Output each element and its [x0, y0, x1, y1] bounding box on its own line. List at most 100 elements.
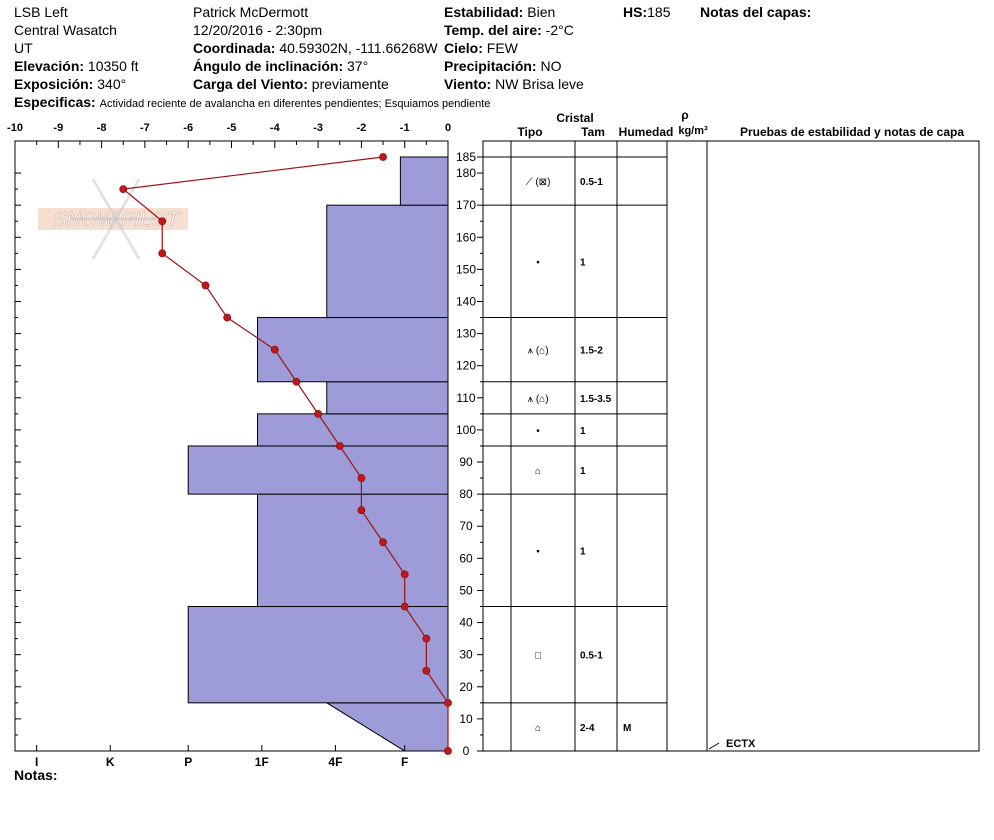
hardness-layers [187, 156, 449, 752]
layer-crystal-size: 2-4 [580, 723, 595, 734]
temp-tick-label: -1 [400, 122, 410, 134]
layer-crystal-size: 1 [580, 466, 586, 477]
stability-field: Estabilidad: Bien [444, 3, 555, 21]
hardness-tick-label: K [106, 755, 115, 769]
temp-tick-label: -4 [270, 122, 281, 134]
temperature-point [379, 153, 387, 161]
specifics-field: Especificas: Actividad reciente de avala… [14, 94, 490, 110]
moisture-header: Humedad [619, 125, 674, 139]
temp-tick-label: -3 [313, 122, 323, 134]
precip-field: Precipitación: NO [444, 57, 561, 75]
layer-crystal-size: 1.5-3.5 [580, 394, 612, 405]
density-unit-header: kg/m³ [678, 125, 708, 137]
wind-value: NW Brisa leve [495, 76, 584, 92]
height-tick-label: 110 [456, 391, 475, 405]
layer-crystal-type: • [536, 426, 540, 437]
snow-height-label: HS: [623, 4, 648, 20]
temp-tick-label: -10 [7, 122, 23, 134]
layer-crystal-type: ⌂ [535, 723, 541, 734]
height-tick-label: 150 [456, 262, 476, 276]
layer-crystal-size: 1 [580, 546, 586, 557]
wind-loading-value: previamente [311, 76, 389, 92]
temperature-point [357, 474, 366, 482]
specifics-value: Actividad reciente de avalancha en difer… [99, 98, 491, 110]
height-tick-label: 180 [456, 166, 476, 180]
state: UT [14, 40, 33, 56]
air-temp-label: Temp. del aire: [444, 22, 542, 38]
layer-crystal-size: 0.5-1 [580, 177, 603, 188]
height-tick-label: 30 [459, 648, 473, 662]
air-temp-field: Temp. del aire: -2°C [444, 21, 574, 39]
aspect-label: Exposición: [14, 76, 94, 92]
temperature-point [292, 377, 301, 386]
temp-tick-label: 0 [445, 122, 451, 134]
aspect-value: 340° [97, 76, 127, 92]
hardness-layer-bar [324, 702, 449, 752]
temperature-point [422, 634, 431, 643]
temp-tick-label: -5 [227, 122, 237, 134]
left-chart-frame: -10 -9 -8 -7 -6 -5 -4 -3 -2 -1 0I K P 1F 4F F [7, 122, 451, 769]
height-tick-label: 20 [459, 680, 473, 694]
temperature-point [444, 747, 452, 755]
hardness-layer-bar [326, 381, 449, 415]
layer-crystal-size: 1 [580, 426, 586, 437]
layer-crystal-size: 0.5-1 [580, 651, 603, 662]
slope-angle-label: Ángulo de inclinación: [193, 58, 344, 74]
notes-label: Notas: [14, 767, 58, 783]
type-header: Tipo [517, 125, 542, 139]
slope-angle-field: Ángulo de inclinación: 37° [193, 57, 368, 75]
wind-label: Viento: [444, 76, 492, 92]
coordinate-value: 40.59302N, -111.66268W [279, 40, 438, 56]
wind-field: Viento: NW Brisa leve [444, 75, 584, 93]
sky-value: FEW [486, 40, 518, 56]
snowflake-arm [91, 178, 118, 220]
layer-moisture: M [623, 723, 631, 734]
hardness-tick-label: 4F [328, 755, 342, 769]
observer-name: Patrick McDermott [193, 4, 309, 20]
temperature-point [444, 698, 452, 707]
temperature-point [119, 185, 128, 194]
temperature-point [158, 217, 167, 226]
air-temp-value: -2°C [545, 22, 574, 38]
temperature-point [335, 442, 344, 450]
temp-tick-label: -2 [357, 122, 367, 134]
hardness-layer-bar [256, 493, 449, 608]
layer-crystal-type: ⩚ (⌂) [527, 346, 548, 357]
tests-header: Pruebas de estabilidad y notas de capa [740, 125, 964, 139]
location-name: LSB Left [14, 4, 68, 20]
temp-tick-label: -9 [53, 122, 63, 134]
layer-table: Cristal Tipo Tam Humedad ρ kg/m³ Pruebas de es… [482, 108, 980, 752]
height-tick-label: 185 [456, 150, 476, 164]
height-tick-label: 160 [456, 230, 476, 244]
stability-test-label: ECTX [726, 738, 756, 750]
height-tick-label: 40 [459, 616, 473, 630]
temperature-point [223, 313, 232, 322]
hardness-layer-bar [187, 606, 449, 704]
temperature-point [400, 602, 409, 611]
temp-tick-label: -6 [183, 122, 193, 134]
height-tick-label: 0 [463, 744, 470, 758]
precip-value: NO [540, 58, 562, 74]
temp-tick-label: -7 [140, 122, 150, 134]
elevation-field: Elevación: 10350 ft [14, 57, 139, 75]
layer-crystal-type: ⩚ (⌂) [527, 394, 548, 405]
layer-notes-label: Notas del capas: [700, 4, 812, 20]
temperature-point [270, 345, 279, 354]
temperature-point [158, 249, 167, 258]
height-tick-label: 10 [459, 712, 473, 726]
stability-label: Estabilidad: [444, 4, 524, 20]
height-tick-label: 60 [459, 551, 473, 565]
sky-field: Cielo: FEW [444, 39, 518, 57]
slope-angle-value: 37° [347, 58, 369, 74]
layer-crystal-size: 1.5-2 [580, 346, 603, 357]
temperature-point [422, 666, 431, 675]
coordinate-field: Coordinada: 40.59302N, -111.66268W [193, 39, 438, 57]
crystal-header: Cristal [556, 111, 593, 125]
aspect-field: Exposición: 340° [14, 75, 126, 93]
density-rho-header: ρ [681, 108, 688, 122]
coordinate-label: Coordinada: [193, 40, 276, 56]
layer-crystal-type: • [536, 257, 540, 268]
height-tick-label: 170 [456, 198, 476, 212]
stability-test-pointer [708, 742, 720, 750]
layer-crystal-type: ⌂ [535, 466, 541, 477]
